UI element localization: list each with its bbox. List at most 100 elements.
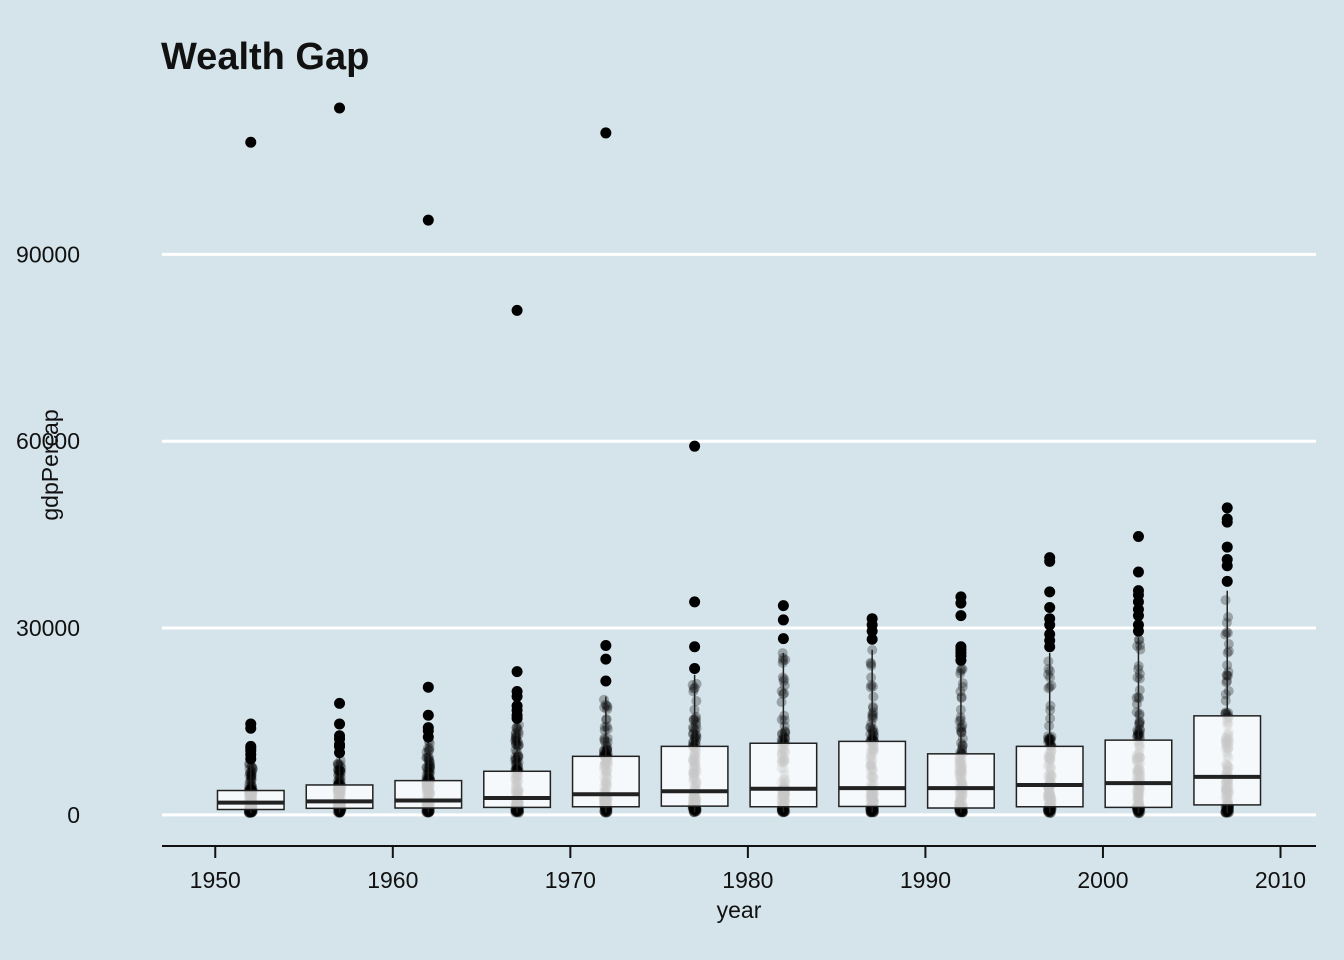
- jitter-point: [244, 781, 255, 792]
- jitter-point: [1220, 695, 1231, 706]
- jitter-point: [691, 695, 702, 706]
- jitter-point: [691, 735, 702, 746]
- jitter-point: [691, 804, 702, 815]
- jitter-point: [246, 766, 257, 777]
- jitter-point: [688, 723, 699, 734]
- jitter-point: [1134, 724, 1145, 735]
- jitter-point: [1134, 685, 1145, 696]
- outlier-point: [245, 740, 257, 752]
- outlier-point: [1132, 530, 1144, 542]
- jitter-point: [779, 806, 790, 817]
- jitter-point: [247, 762, 258, 773]
- jitter-point: [776, 805, 787, 816]
- jitter-point: [777, 657, 788, 668]
- jitter-point: [777, 805, 788, 816]
- outlier-point: [1132, 585, 1144, 597]
- jitter-point: [687, 729, 698, 740]
- jitter-point: [246, 780, 257, 791]
- jitter-point: [1043, 805, 1054, 816]
- outlier-point: [511, 666, 523, 678]
- outlier-point: [866, 633, 878, 645]
- jitter-point: [602, 806, 613, 817]
- x-tick-label: 1980: [722, 867, 773, 893]
- jitter-point: [333, 770, 344, 781]
- jitter-point: [688, 686, 699, 697]
- box-2002: [1104, 739, 1173, 809]
- jitter-point: [865, 806, 876, 817]
- jitter-point: [421, 769, 432, 780]
- box-1977: [660, 745, 729, 807]
- jitter-point: [424, 761, 435, 772]
- jitter-point: [602, 744, 613, 755]
- jitter-point: [1134, 719, 1145, 730]
- jitter-point: [513, 729, 524, 740]
- jitter-point: [776, 714, 787, 725]
- jitter-point: [954, 806, 965, 817]
- chart-title: Wealth Gap: [161, 36, 370, 78]
- box-1987: [838, 740, 907, 808]
- jitter-point: [1131, 699, 1142, 710]
- jitter-point: [1223, 807, 1234, 818]
- axes: 0 30000 60000 90000 1950 1960 1970 1980 1990 2000…: [16, 241, 1316, 893]
- jitter-point: [1220, 804, 1231, 815]
- jitter-point: [1223, 646, 1234, 657]
- jitter-point: [1222, 670, 1233, 681]
- jitter-point: [599, 806, 610, 817]
- outlier-point: [777, 633, 789, 645]
- jitter-point: [244, 763, 255, 774]
- jitter-point: [602, 701, 613, 712]
- jitter-point: [779, 710, 790, 721]
- jitter-point: [422, 807, 433, 818]
- jitter-point: [1221, 807, 1232, 818]
- jitter-point: [601, 700, 612, 711]
- jitter-point: [690, 730, 701, 741]
- jitter-point: [957, 664, 968, 675]
- outlier-point: [600, 653, 612, 665]
- jitter-point: [1043, 669, 1054, 680]
- jitter-point: [1043, 663, 1054, 674]
- jitter-point: [867, 723, 878, 734]
- jitter-point: [779, 688, 790, 699]
- jitter-point: [776, 697, 787, 708]
- jitter-point: [513, 757, 524, 768]
- boxes: [216, 102, 1262, 814]
- jitter-point: [688, 714, 699, 725]
- outlier-point: [1044, 628, 1056, 640]
- jitter-point: [599, 736, 610, 747]
- jitter-point: [868, 707, 879, 718]
- jitter-point: [424, 765, 435, 776]
- jitter-point: [513, 751, 524, 762]
- outlier-point: [422, 214, 434, 226]
- jitter-point: [1042, 734, 1053, 745]
- jitter-point: [510, 736, 521, 747]
- box-1992: [926, 753, 995, 809]
- outlier-point: [1044, 586, 1056, 598]
- box-2007: [1193, 715, 1262, 806]
- jitter-point: [957, 720, 968, 731]
- outlier-point: [689, 641, 701, 653]
- jitter-point: [868, 726, 879, 737]
- jitter-point: [691, 804, 702, 815]
- jitter-point: [513, 726, 524, 737]
- jitter-point: [512, 736, 523, 747]
- outlier-point: [422, 681, 434, 693]
- jitter-point: [510, 732, 521, 743]
- jitter-point: [601, 744, 612, 755]
- jitter-point: [244, 768, 255, 779]
- jitter-point: [866, 718, 877, 729]
- jitter-point: [1134, 806, 1145, 817]
- box-1952: [216, 789, 285, 811]
- jitter-point: [335, 772, 346, 783]
- jitter-point: [1223, 639, 1234, 650]
- outlier-point: [1221, 541, 1233, 553]
- outlier-point: [1132, 566, 1144, 578]
- jitter-point: [510, 807, 521, 818]
- jitter-point: [335, 759, 346, 770]
- jitter-point: [867, 804, 878, 815]
- jitter-point: [777, 728, 788, 739]
- outlier-point: [1044, 601, 1056, 613]
- jitter-point: [510, 759, 521, 770]
- jitter-point: [687, 722, 698, 733]
